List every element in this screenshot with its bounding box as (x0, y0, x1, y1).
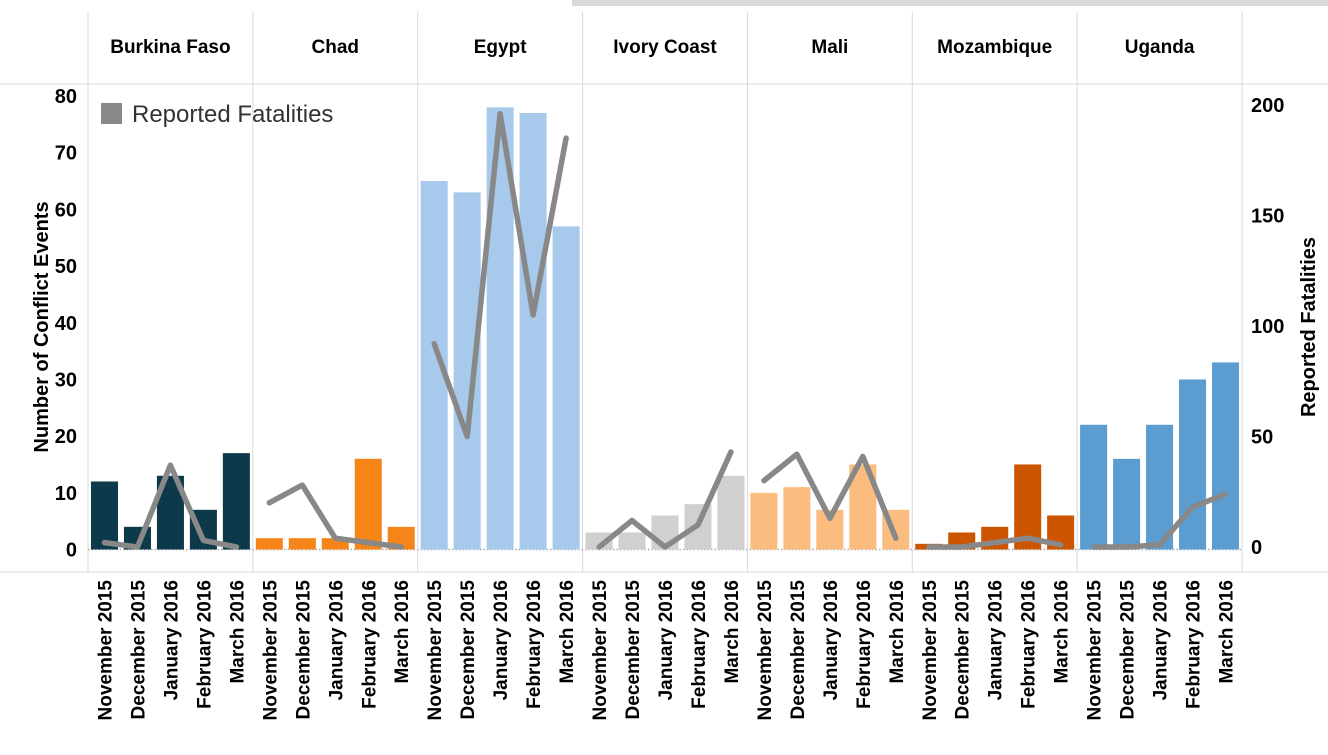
y2-tick-label: 50 (1251, 427, 1273, 449)
month-label: December 2015 (1118, 580, 1139, 720)
facet-label-mali: Mali (811, 37, 848, 58)
month-label: March 2016 (1217, 580, 1238, 684)
y2-axis-title: Reported Fatalities (1298, 237, 1320, 417)
month-label: March 2016 (227, 580, 248, 684)
month-label: February 2016 (1019, 580, 1040, 709)
y2-tick-label: 100 (1251, 316, 1284, 338)
bar-ivory-coast-november-2015 (585, 532, 613, 550)
month-label: November 2015 (425, 580, 446, 721)
y-tick-label: 10 (55, 483, 77, 505)
y-tick-label: 60 (55, 199, 77, 221)
y-tick-label: 70 (55, 143, 77, 165)
month-label: March 2016 (392, 580, 413, 684)
y2-tick-label: 0 (1251, 537, 1262, 559)
month-label: January 2016 (1151, 580, 1172, 700)
fatality-line-mali (761, 451, 899, 541)
month-label: January 2016 (986, 580, 1007, 700)
month-label: December 2015 (953, 580, 974, 720)
facet-label-uganda: Uganda (1125, 37, 1195, 58)
month-label: November 2015 (95, 580, 116, 721)
month-label: February 2016 (524, 580, 545, 709)
month-label: February 2016 (689, 580, 710, 709)
y-tick-label: 80 (55, 86, 77, 108)
y-tick-label: 20 (55, 426, 77, 448)
bar-uganda-march-2016 (1211, 362, 1240, 550)
bar-mozambique-february-2016 (1014, 464, 1042, 550)
month-label: March 2016 (1052, 580, 1073, 684)
fatality-line-mozambique (926, 535, 1064, 550)
month-label: December 2015 (293, 580, 314, 720)
chart-frame (0, 0, 1328, 573)
bar-ivory-coast-december-2015 (618, 532, 646, 550)
facet-label-mozambique: Mozambique (937, 37, 1052, 58)
month-label: December 2015 (458, 580, 479, 720)
bar-ivory-coast-march-2016 (717, 475, 745, 550)
top-scrollbar-strip (572, 0, 1328, 6)
bar-uganda-november-2015 (1080, 424, 1108, 550)
bar-uganda-january-2016 (1146, 424, 1174, 550)
fatality-line-burkina-faso (101, 462, 240, 550)
bar-mali-december-2015 (783, 487, 811, 550)
bar-uganda-february-2016 (1179, 379, 1207, 550)
month-label: November 2015 (920, 580, 941, 721)
month-label: November 2015 (755, 580, 776, 721)
fatality-line-chad (266, 482, 404, 550)
month-label: January 2016 (821, 580, 842, 700)
legend-swatch (101, 103, 122, 124)
bars-layer (90, 107, 1240, 550)
fatality-line-ivory-coast (596, 449, 734, 550)
fatality-line-egypt (431, 111, 569, 440)
month-label: February 2016 (359, 580, 380, 709)
facet-label-ivory-coast: Ivory Coast (613, 37, 717, 58)
bar-mali-november-2015 (750, 492, 778, 550)
bar-egypt-february-2016 (519, 113, 547, 550)
y-tick-label: 50 (55, 256, 77, 278)
month-label: November 2015 (1085, 580, 1106, 721)
month-label: December 2015 (128, 580, 149, 720)
y-tick-label: 40 (55, 313, 77, 335)
y-tick-label: 30 (55, 369, 77, 391)
month-label: January 2016 (656, 580, 677, 700)
bar-chad-november-2015 (255, 538, 283, 550)
month-label: December 2015 (623, 580, 644, 720)
legend: Reported Fatalities (101, 101, 333, 128)
y2-tick-label: 200 (1251, 95, 1284, 117)
y-axis-title: Number of Conflict Events (31, 201, 53, 452)
month-label: November 2015 (590, 580, 611, 721)
labels-layer: 0 10 20 30 40 50 60 70 80 0 50 100 150 200 Burkina Fas… (55, 37, 1285, 720)
bar-burkina-faso-march-2016 (222, 453, 250, 550)
month-label: March 2016 (557, 580, 578, 684)
facet-label-chad: Chad (312, 37, 360, 58)
month-label: November 2015 (260, 580, 281, 721)
facet-label-egypt: Egypt (474, 37, 527, 58)
month-label: February 2016 (194, 580, 215, 709)
bar-egypt-march-2016 (552, 226, 580, 550)
fatality-line-uganda (1090, 491, 1229, 550)
bar-chad-december-2015 (288, 538, 316, 550)
bar-chad-february-2016 (354, 458, 382, 550)
month-label: February 2016 (1184, 580, 1205, 709)
facet-label-burkina-faso: Burkina Faso (110, 37, 230, 58)
month-label: January 2016 (161, 580, 182, 700)
y2-tick-label: 150 (1251, 206, 1284, 228)
month-label: February 2016 (854, 580, 875, 709)
month-label: January 2016 (491, 580, 512, 700)
bar-chad-january-2016 (321, 538, 349, 550)
bar-uganda-december-2015 (1113, 458, 1141, 550)
fatality-lines-layer (101, 111, 1229, 550)
month-label: March 2016 (887, 580, 908, 684)
month-label: December 2015 (788, 580, 809, 720)
bar-burkina-faso-november-2015 (90, 481, 119, 550)
y-tick-label: 0 (66, 540, 77, 562)
month-label: January 2016 (326, 580, 347, 700)
legend-label: Reported Fatalities (132, 101, 333, 128)
month-label: March 2016 (722, 580, 743, 684)
